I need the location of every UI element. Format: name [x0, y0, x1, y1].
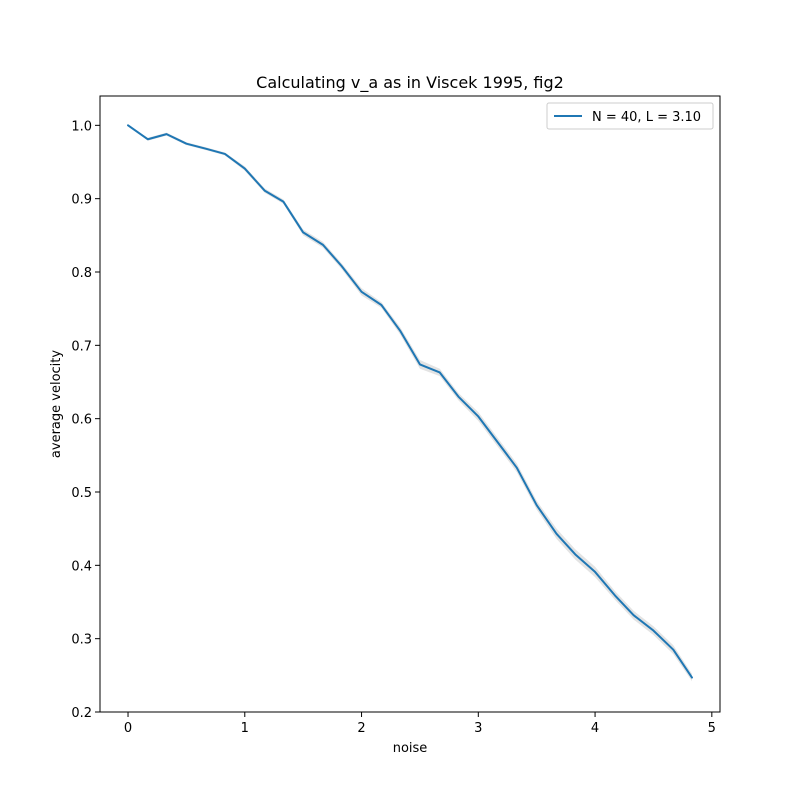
data-point [574, 553, 576, 555]
data-point [652, 630, 654, 632]
x-tick-label: 4 [591, 721, 599, 736]
data-point [497, 442, 499, 444]
data-point [399, 330, 401, 332]
data-point [614, 594, 616, 596]
data-point [282, 201, 284, 203]
y-axis: 0.2 0.3 0.4 0.5 0.6 0.7 0.8 0.9 1.0 [71, 119, 100, 721]
data-point [556, 533, 558, 535]
y-tick-label: 0.4 [71, 559, 92, 574]
y-tick-label: 1.0 [71, 119, 92, 134]
y-axis-label: average velocity [49, 350, 64, 458]
x-tick-label: 1 [241, 721, 249, 736]
data-point [536, 504, 538, 506]
data-point [477, 415, 479, 417]
axes-frame [99, 95, 721, 713]
data-point [244, 168, 246, 170]
y-tick-label: 0.9 [71, 193, 92, 208]
legend-box [546, 102, 714, 130]
y-tick-label: 0.7 [71, 339, 92, 354]
plot-area [127, 124, 693, 682]
data-point [457, 396, 459, 398]
legend: N = 40, L = 3.10 [546, 102, 714, 130]
data-point [205, 148, 207, 150]
y-tick-label: 0.3 [71, 633, 92, 648]
data-point [341, 265, 343, 267]
series-line [127, 124, 693, 679]
data-point [439, 371, 441, 373]
x-tick-label: 0 [124, 721, 132, 736]
data-point [224, 153, 226, 155]
x-tick-label: 5 [708, 721, 716, 736]
y-tick-label: 0.6 [71, 413, 92, 428]
data-point [380, 304, 382, 306]
data-point [672, 649, 674, 651]
data-point [264, 190, 266, 192]
data-point [361, 291, 363, 293]
x-tick-label: 3 [474, 721, 482, 736]
data-point [302, 231, 304, 233]
x-axis-label: noise [393, 741, 428, 756]
data-point [691, 677, 693, 679]
y-tick-label: 0.8 [71, 266, 92, 281]
legend-label: N = 40, L = 3.10 [592, 110, 701, 125]
y-tick-label: 0.5 [71, 486, 92, 501]
data-point [516, 467, 518, 469]
x-tick-label: 2 [357, 721, 365, 736]
data-point [322, 244, 324, 246]
data-point [594, 571, 596, 573]
data-point [419, 363, 421, 365]
data-point [166, 133, 168, 135]
data-point [147, 138, 149, 140]
chart-title: Calculating v_a as in Viscek 1995, fig2 [256, 73, 564, 93]
data-point [127, 124, 129, 126]
data-point [633, 614, 635, 616]
y-tick-label: 0.2 [71, 706, 92, 721]
data-point [185, 143, 187, 145]
x-axis: 0 1 2 3 4 5 [124, 712, 716, 736]
